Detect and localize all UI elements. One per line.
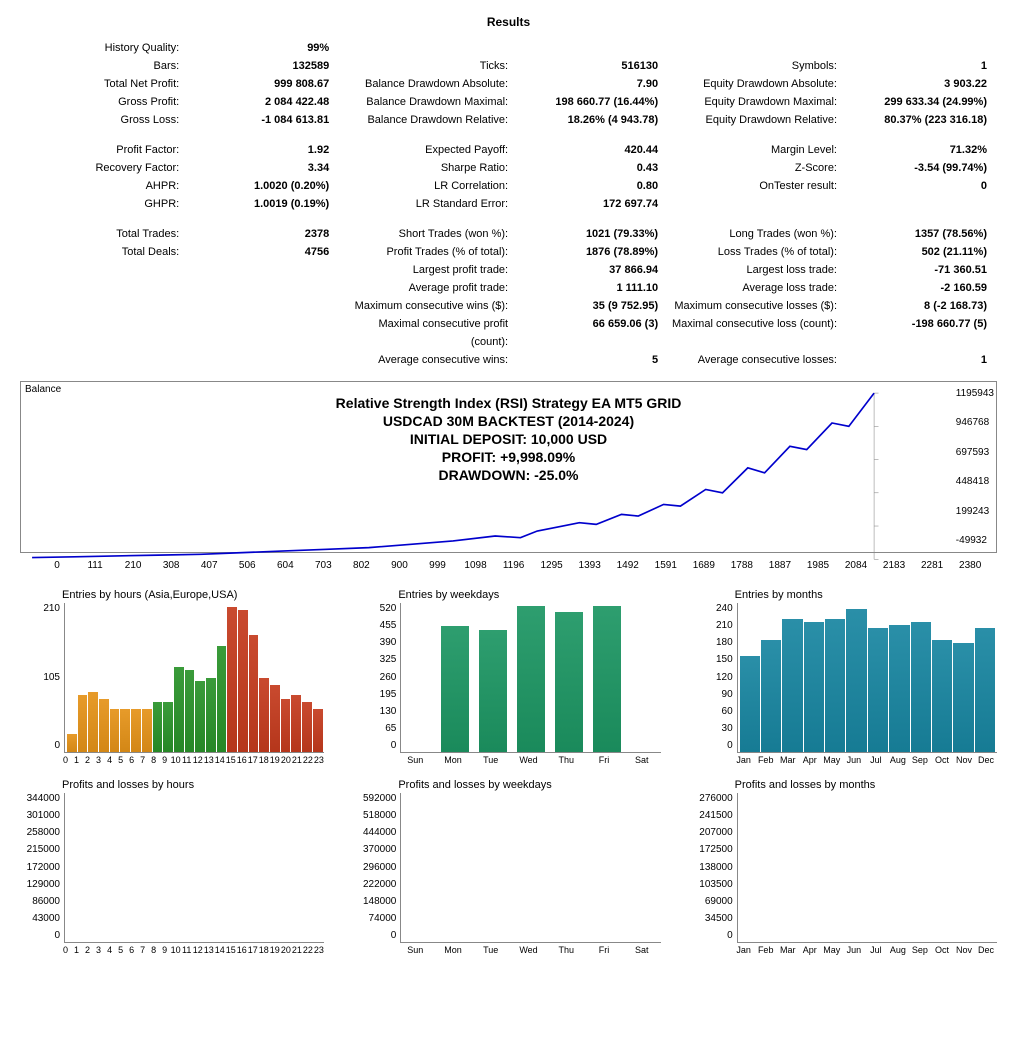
stat-label: Gross Profit: <box>20 93 189 111</box>
stat-value: 1876 (78.89%) <box>518 243 668 261</box>
small-chart: Entries by hours (Asia,Europe,USA)210105… <box>20 589 324 765</box>
stat-label: Profit Trades (% of total): <box>339 243 518 261</box>
stat-label: Equity Drawdown Maximal: <box>668 93 847 111</box>
stat-label: Equity Drawdown Relative: <box>668 111 847 129</box>
stat-value: 18.26% (4 943.78) <box>518 111 668 129</box>
stat-value: 2378 <box>189 225 339 243</box>
stat-value: 1 111.10 <box>518 279 668 297</box>
stat-label: Balance Drawdown Absolute: <box>339 75 518 93</box>
stat-value: 502 (21.11%) <box>847 243 997 261</box>
stat-label: Symbols: <box>668 57 847 75</box>
stat-label: Largest profit trade: <box>339 261 518 279</box>
stat-value: 71.32% <box>847 141 997 159</box>
stat-value: 999 808.67 <box>189 75 339 93</box>
stat-label: Total Net Profit: <box>20 75 189 93</box>
stat-value: 1 <box>847 57 997 75</box>
stat-label: Long Trades (won %): <box>668 225 847 243</box>
stat-value: 1.0019 (0.19%) <box>189 195 339 213</box>
stat-value: -1 084 613.81 <box>189 111 339 129</box>
stat-label: Ticks: <box>339 57 518 75</box>
stat-label: Z-Score: <box>668 159 847 177</box>
chart-title: Entries by months <box>693 589 997 601</box>
stat-value: 2 084 422.48 <box>189 93 339 111</box>
stat-label: Equity Drawdown Absolute: <box>668 75 847 93</box>
stat-value: 5 <box>518 351 668 369</box>
stat-label: Expected Payoff: <box>339 141 518 159</box>
stat-label: Average loss trade: <box>668 279 847 297</box>
stat-value: 3 903.22 <box>847 75 997 93</box>
stat-label: Short Trades (won %): <box>339 225 518 243</box>
stat-value: 0.43 <box>518 159 668 177</box>
stat-label: Total Trades: <box>20 225 189 243</box>
stat-value: -2 160.59 <box>847 279 997 297</box>
stat-label: LR Correlation: <box>339 177 518 195</box>
small-chart: Profits and losses by weekdays5920005180… <box>356 779 660 955</box>
stat-label: Average consecutive wins: <box>339 351 518 369</box>
stat-label: Margin Level: <box>668 141 847 159</box>
stat-value: -3.54 (99.74%) <box>847 159 997 177</box>
stat-value: 4756 <box>189 243 339 261</box>
stat-label: LR Standard Error: <box>339 195 518 213</box>
small-chart: Profits and losses by hours3440003010002… <box>20 779 324 955</box>
chart-title: Entries by hours (Asia,Europe,USA) <box>20 589 324 601</box>
stat-label: Average profit trade: <box>339 279 518 297</box>
charts-row-entries: Entries by hours (Asia,Europe,USA)210105… <box>20 589 997 765</box>
stat-value: 1021 (79.33%) <box>518 225 668 243</box>
stat-value: 66 659.06 (3) <box>518 315 668 351</box>
stat-value: 1357 (78.56%) <box>847 225 997 243</box>
stat-label: Bars: <box>20 57 189 75</box>
results-title: Results <box>20 15 997 29</box>
stat-value: 0.80 <box>518 177 668 195</box>
chart-title: Entries by weekdays <box>356 589 660 601</box>
stats-table: History Quality:99%Bars:132589Ticks:5161… <box>20 39 997 369</box>
stat-label: Total Deals: <box>20 243 189 261</box>
stat-label: Average consecutive losses: <box>668 351 847 369</box>
stat-value: 172 697.74 <box>518 195 668 213</box>
charts-row-pnl: Profits and losses by hours3440003010002… <box>20 779 997 955</box>
stat-value: 99% <box>189 39 339 57</box>
stat-label: Maximal consecutive loss (count): <box>668 315 847 351</box>
stat-value: 7.90 <box>518 75 668 93</box>
stat-label: History Quality: <box>20 39 189 57</box>
small-chart: Profits and losses by months276000241500… <box>693 779 997 955</box>
stat-label: Profit Factor: <box>20 141 189 159</box>
stat-label: Maximum consecutive losses ($): <box>668 297 847 315</box>
stat-value: 3.34 <box>189 159 339 177</box>
stat-value: -198 660.77 (5) <box>847 315 997 351</box>
stat-label: AHPR: <box>20 177 189 195</box>
stat-label: Recovery Factor: <box>20 159 189 177</box>
balance-y-axis: 1195943946768697593448418199243-49932 <box>956 388 994 546</box>
chart-title: Profits and losses by weekdays <box>356 779 660 791</box>
stat-label: Gross Loss: <box>20 111 189 129</box>
stat-value: 132589 <box>189 57 339 75</box>
stat-value: 35 (9 752.95) <box>518 297 668 315</box>
stat-value: 1 <box>847 351 997 369</box>
stat-label: Balance Drawdown Maximal: <box>339 93 518 111</box>
stat-value: 198 660.77 (16.44%) <box>518 93 668 111</box>
stat-label: Largest loss trade: <box>668 261 847 279</box>
balance-chart: Balance Relative Strength Index (RSI) St… <box>20 381 997 553</box>
small-chart: Entries by months2402101801501209060300J… <box>693 589 997 765</box>
stat-value: 1.0020 (0.20%) <box>189 177 339 195</box>
stat-label: Maximal consecutive profit (count): <box>339 315 518 351</box>
small-chart: Entries by weekdays520455390325260195130… <box>356 589 660 765</box>
stat-value: 80.37% (223 316.18) <box>847 111 997 129</box>
stat-value: 37 866.94 <box>518 261 668 279</box>
stat-label: Loss Trades (% of total): <box>668 243 847 261</box>
stat-value: 299 633.34 (24.99%) <box>847 93 997 111</box>
stat-value: -71 360.51 <box>847 261 997 279</box>
stat-value: 0 <box>847 177 997 195</box>
stat-label: GHPR: <box>20 195 189 213</box>
chart-title: Profits and losses by months <box>693 779 997 791</box>
stat-value: 1.92 <box>189 141 339 159</box>
stat-label: Balance Drawdown Relative: <box>339 111 518 129</box>
stat-value: 420.44 <box>518 141 668 159</box>
stat-label: OnTester result: <box>668 177 847 195</box>
chart-title: Profits and losses by hours <box>20 779 324 791</box>
stat-value: 516130 <box>518 57 668 75</box>
stat-label: Maximum consecutive wins ($): <box>339 297 518 315</box>
stat-value: 8 (-2 168.73) <box>847 297 997 315</box>
stat-label: Sharpe Ratio: <box>339 159 518 177</box>
